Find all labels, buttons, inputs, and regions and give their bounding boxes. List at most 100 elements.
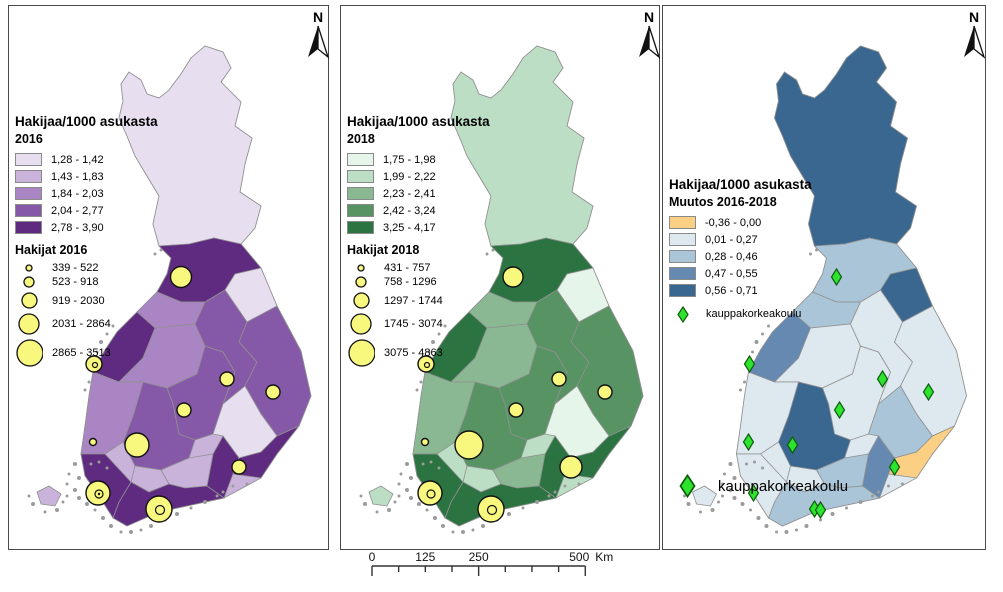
- school-marker-joensuu: [922, 382, 935, 402]
- region-satakunta: [736, 371, 800, 455]
- legend-swatch: [15, 204, 42, 217]
- legend-subtitle: 2018: [347, 132, 375, 146]
- school-marker-lappeenranta: [888, 457, 901, 477]
- legend-class-label: 2,23 - 2,41: [383, 187, 436, 200]
- legend-class-row: 1,28 - 1,42: [15, 151, 225, 168]
- legend-swatch: [15, 187, 42, 200]
- legend-swatch: [669, 250, 696, 263]
- city-marker-kuopio: [551, 371, 567, 387]
- region-lappi: [450, 45, 594, 247]
- city-marker-joensuu: [597, 384, 613, 400]
- legend-swatch: [15, 153, 42, 166]
- symbol-circle-icon: [15, 275, 43, 289]
- legend-swatch: [347, 221, 374, 234]
- symbol-class-label: 523 - 918: [52, 276, 99, 288]
- city-marker-kuopio: [219, 371, 235, 387]
- legend-class-row: 0,01 - 0,27: [669, 231, 879, 248]
- legend-class-label: -0,36 - 0,00: [705, 216, 762, 229]
- legend-class-row: 2,42 - 3,24: [347, 202, 557, 219]
- north-arrow: N: [303, 10, 333, 65]
- legend-class-row: 1,43 - 1,83: [15, 168, 225, 185]
- region-ahvenanmaa: [368, 485, 394, 507]
- city-marker-jyvaskyla: [176, 402, 192, 418]
- region-lappi: [774, 45, 917, 247]
- school-marker-jyvaskyla: [833, 400, 846, 420]
- legend-class-label: 3,25 - 4,17: [383, 221, 436, 234]
- kauppakorkeakoulu-caption: kauppakorkeakoulu: [679, 474, 848, 498]
- legend-class-row: 0,47 - 0,55: [669, 265, 879, 282]
- legend-swatch: [669, 216, 696, 229]
- city-marker-lappeenranta: [559, 455, 583, 479]
- symbol-class-row: 339 - 522: [15, 262, 225, 274]
- caption-text: kauppakorkeakoulu: [718, 477, 849, 495]
- legend-subtitle: Muutos 2016-2018: [669, 195, 777, 209]
- symbol-class-label: 2031 - 2864: [52, 318, 111, 330]
- legend-class-row: 0,28 - 0,46: [669, 248, 879, 265]
- symbol-class-label: 1297 - 1744: [384, 294, 443, 307]
- region-ahvenanmaa: [36, 485, 62, 507]
- symbol-circle-icon: [347, 338, 375, 368]
- city-marker-oulu: [502, 266, 524, 288]
- school-marker-kuopio: [876, 369, 889, 389]
- symbol-circle-icon: [15, 291, 43, 310]
- legend-class-label: 1,84 - 2,03: [51, 187, 104, 200]
- region-etela-karjala: [232, 425, 300, 479]
- legend-class-row: -0,36 - 0,00: [669, 214, 879, 231]
- north-arrow-icon: [308, 25, 330, 59]
- school-marker-tampere: [786, 435, 799, 455]
- legend-class-row: 2,78 - 3,90: [15, 219, 225, 236]
- scale-tick-label: 250: [469, 550, 489, 564]
- legend-swatch: [347, 153, 374, 166]
- symbol-class-row: 758 - 1296: [347, 274, 557, 290]
- school-marker-oulu: [830, 267, 843, 287]
- legend-class-label: 1,43 - 1,83: [51, 170, 104, 183]
- legend-swatch: [347, 204, 374, 217]
- legend-swatch: [669, 267, 696, 280]
- city-marker-pori: [420, 437, 430, 447]
- school-marker-turku: [747, 483, 760, 503]
- legend-class-row: 1,99 - 2,22: [347, 168, 557, 185]
- legend-class-row: 1,84 - 2,03: [15, 185, 225, 202]
- legend-class-row: 3,25 - 4,17: [347, 219, 557, 236]
- symbol-circle-icon: [347, 263, 375, 273]
- point-legend-label: kauppakorkeakoulu: [706, 308, 802, 320]
- region-ahvenanmaa: [692, 485, 718, 507]
- legend-class-row: 1,75 - 1,98: [347, 151, 557, 168]
- legend-class-label: 2,42 - 3,24: [383, 204, 436, 217]
- legend-class-label: 1,75 - 1,98: [383, 153, 436, 166]
- finland-map-2018: [359, 45, 644, 534]
- legend-title: Hakijaa/1000 asukasta: [347, 114, 490, 129]
- legend-swatch: [347, 170, 374, 183]
- legend-change: Hakijaa/1000 asukasta Muutos 2016-2018 -…: [669, 177, 879, 324]
- school-marker-helsinki2: [814, 500, 827, 520]
- symbol-legend-title: Hakijat 2018: [347, 243, 420, 257]
- north-label: N: [312, 9, 324, 25]
- legend-title: Hakijaa/1000 asukasta: [669, 177, 812, 192]
- north-arrow: N: [634, 10, 664, 65]
- legend-class-row: 2,23 - 2,41: [347, 185, 557, 202]
- point-legend-row: kauppakorkeakoulu: [669, 304, 879, 324]
- legend-class-row: 0,56 - 0,71: [669, 282, 879, 299]
- north-label: N: [968, 9, 980, 25]
- legend-class-row: 2,04 - 2,77: [15, 202, 225, 219]
- school-marker-pori: [742, 432, 755, 452]
- city-marker-joensuu: [265, 384, 281, 400]
- city-marker-pori: [88, 437, 98, 447]
- city-marker-lappeenranta: [231, 459, 247, 475]
- scale-bar: 0 125 250 500 Km: [369, 550, 613, 576]
- city-marker-tampere: [454, 430, 484, 460]
- diamond-icon: [679, 474, 696, 498]
- school-marker-vaasa: [743, 354, 756, 374]
- map-panel-change: N Hakijaa/1000 asukasta Muutos 2016-2018…: [662, 5, 986, 550]
- legend-subtitle: 2016: [15, 132, 43, 146]
- choropleth-legend: 1,28 - 1,42 1,43 - 1,83 1,84 - 2,03 2,04 - …: [15, 151, 225, 236]
- symbol-class-row: 523 - 918: [15, 274, 225, 290]
- north-arrow-icon: [639, 25, 661, 59]
- symbol-class-row: 3075 - 4863: [347, 337, 557, 369]
- city-marker-jyvaskyla: [508, 402, 524, 418]
- symbol-legend: 339 - 522 523 - 918 919 - 2030 2031 - 2864 2…: [15, 262, 225, 369]
- symbol-class-label: 2865 - 3513: [52, 347, 111, 359]
- symbol-class-label: 339 - 522: [52, 262, 99, 274]
- symbol-class-label: 1745 - 3074: [384, 318, 443, 330]
- legend-class-label: 0,01 - 0,27: [705, 233, 758, 246]
